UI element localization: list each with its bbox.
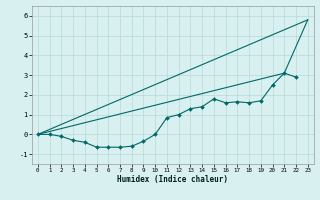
- X-axis label: Humidex (Indice chaleur): Humidex (Indice chaleur): [117, 175, 228, 184]
